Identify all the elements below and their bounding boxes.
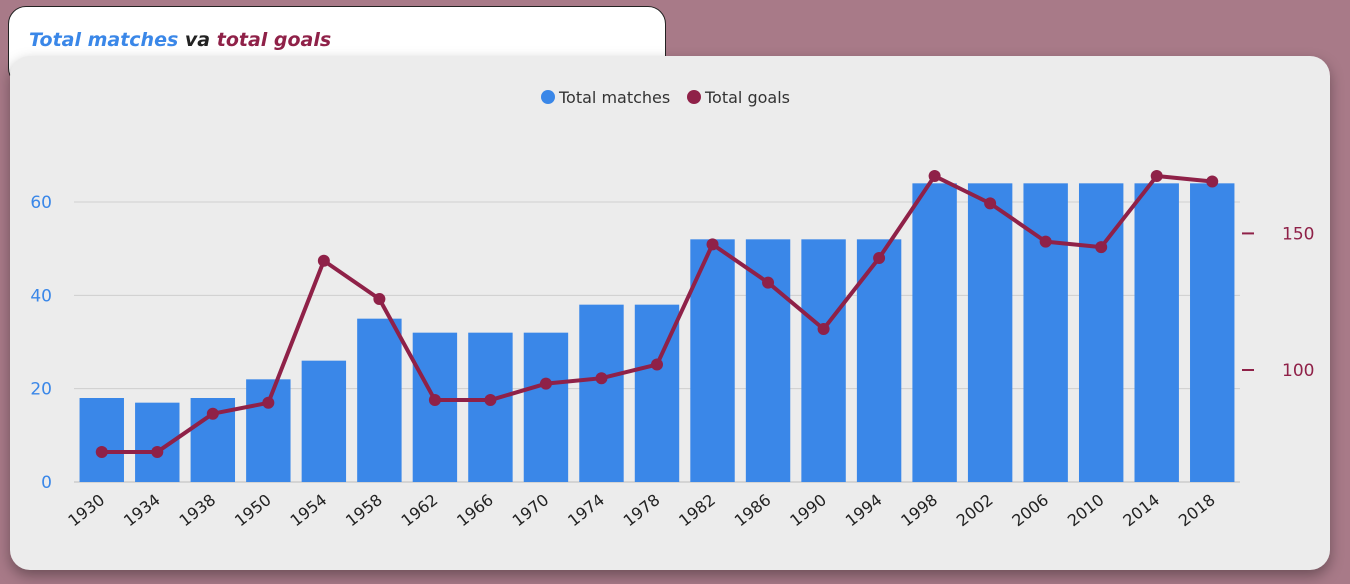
goals-point [1095, 241, 1108, 254]
bar [523, 332, 569, 482]
left-tick-label: 0 [41, 473, 52, 493]
bar [801, 239, 846, 482]
chart-card: 0 20 40 60 100 150 1930 1934 1938 1950 1954 1958 196… [10, 56, 1330, 570]
x-tick-label: 1966 [453, 490, 497, 530]
goals-point [651, 358, 663, 371]
x-tick-label: 1962 [398, 490, 442, 530]
x-tick-label: 1986 [731, 490, 775, 530]
title-connector: va [178, 29, 217, 51]
goals-point [706, 238, 719, 251]
legend-label-goals: Total goals [704, 88, 790, 107]
x-tick-label: 2014 [1119, 490, 1163, 530]
x-tick-label: 1954 [287, 490, 331, 530]
goals-point [1206, 175, 1219, 188]
goals-point [317, 254, 330, 267]
x-tick-label: 1950 [231, 490, 275, 530]
bar [468, 332, 513, 482]
x-tick-label: 1938 [175, 490, 219, 530]
bar [967, 183, 1013, 482]
goals-point [817, 323, 830, 336]
title-matches: Total matches [29, 29, 179, 51]
x-tick-label: 2010 [1064, 490, 1108, 530]
x-tick-label: 2006 [1008, 490, 1052, 530]
left-tick-label: 40 [30, 286, 52, 306]
bar [246, 379, 291, 482]
bar [301, 360, 347, 482]
goals-point [595, 372, 608, 385]
x-tick-label: 1974 [564, 490, 608, 530]
bar [79, 398, 124, 482]
goals-point [262, 396, 275, 409]
x-tick-label: 1930 [64, 490, 108, 530]
bar [1078, 183, 1124, 482]
goals-point [206, 407, 219, 420]
bar [745, 239, 791, 482]
goals-point [1150, 170, 1163, 183]
right-tick-label: 100 [1282, 361, 1314, 381]
left-tick-label: 60 [30, 193, 52, 213]
x-tick-label: 2002 [953, 490, 997, 530]
title-goals: total goals [216, 29, 332, 51]
goals-point [762, 276, 775, 289]
goals-point [984, 197, 997, 210]
bar [912, 183, 957, 482]
goals-point [539, 377, 552, 390]
x-tick-label: 1978 [620, 490, 664, 530]
goals-point [928, 170, 941, 183]
goals-point [373, 292, 386, 305]
left-tick-label: 20 [30, 380, 52, 400]
right-tick-label: 150 [1282, 224, 1314, 244]
goals-point [151, 445, 164, 458]
goals-point [484, 394, 497, 407]
goals-point [1039, 235, 1052, 248]
legend-label-matches: Total matches [558, 88, 670, 107]
bar [579, 304, 624, 482]
x-tick-label: 1998 [897, 490, 941, 530]
goals-point [428, 394, 441, 407]
bar [1134, 183, 1179, 482]
legend-marker-matches [541, 90, 555, 104]
legend-marker-goals [687, 90, 701, 104]
combo-chart: 0 20 40 60 100 150 1930 1934 1938 1950 1954 1958 196… [30, 88, 1314, 530]
x-tick-label: 1990 [786, 490, 830, 530]
x-tick-label: 1994 [842, 490, 886, 530]
bar [1023, 183, 1068, 482]
bar [1190, 183, 1235, 482]
goals-point [873, 252, 886, 264]
goals-point [95, 445, 108, 458]
bar [412, 332, 458, 482]
x-tick-label: 1970 [509, 490, 553, 530]
x-tick-label: 1958 [342, 490, 386, 530]
x-tick-label: 1982 [675, 490, 719, 530]
bar [357, 318, 402, 482]
x-tick-label: 1934 [120, 490, 164, 530]
chart-title: Total matches va total goals [29, 29, 331, 51]
x-tick-label: 2018 [1175, 490, 1219, 530]
